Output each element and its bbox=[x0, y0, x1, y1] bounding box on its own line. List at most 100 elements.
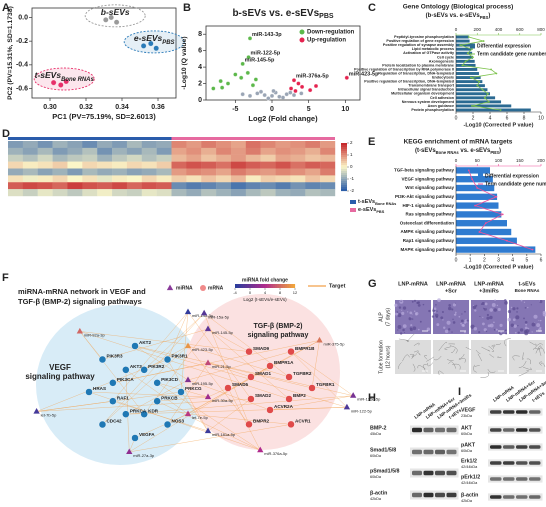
micrograph-texture bbox=[488, 345, 495, 352]
target-edge bbox=[129, 365, 271, 453]
micrograph-texture bbox=[494, 299, 496, 301]
heatmap-cell bbox=[141, 189, 157, 197]
colorbar-segment bbox=[251, 284, 254, 288]
heatmap-cell bbox=[275, 168, 291, 176]
micrograph-texture bbox=[398, 362, 402, 369]
blot-band bbox=[529, 477, 541, 481]
legend-label: Target bbox=[329, 283, 346, 289]
panel-letter: E bbox=[368, 136, 375, 148]
micrograph-texture bbox=[411, 313, 413, 315]
mirna-label: miR-423-5p bbox=[192, 347, 214, 352]
micrograph-texture bbox=[480, 303, 483, 305]
mrna-label: PRKCB bbox=[161, 395, 178, 400]
category-label: MAPK signaling pathway bbox=[400, 247, 454, 252]
row-label: Tube formation bbox=[378, 340, 384, 374]
mirna-node bbox=[350, 392, 357, 398]
micrograph-texture bbox=[500, 331, 503, 334]
mrna-label: HRAS bbox=[93, 386, 106, 391]
y-tick-label: 6 bbox=[198, 48, 202, 55]
heatmap-cell bbox=[201, 168, 217, 176]
x-tick-label: 10 bbox=[341, 106, 349, 113]
heatmap-cell bbox=[320, 161, 336, 169]
target-edge bbox=[79, 331, 103, 360]
colorbar-segment bbox=[267, 284, 270, 288]
mrna-node bbox=[163, 355, 172, 364]
colorbar-segment bbox=[341, 157, 347, 160]
row-label: 23kDa bbox=[461, 414, 473, 418]
line-marker bbox=[495, 195, 498, 198]
text-part: e-sEVs bbox=[358, 207, 376, 213]
legend-label: mRNA bbox=[208, 285, 224, 291]
micrograph-texture bbox=[452, 318, 454, 320]
x-tick-label: 5 bbox=[525, 257, 528, 263]
text-part: vs. e-sEVs bbox=[459, 148, 491, 154]
heatmap-cell bbox=[52, 161, 68, 169]
mrna-node bbox=[140, 410, 148, 418]
x-tick-label: 4 bbox=[511, 257, 514, 263]
heatmap-cell bbox=[82, 168, 98, 176]
blot-band bbox=[412, 427, 422, 433]
mirna-node bbox=[200, 309, 208, 316]
heatmap-cell bbox=[22, 175, 38, 183]
heatmap-cell bbox=[201, 175, 217, 183]
y-tick-label: 0 bbox=[198, 97, 202, 104]
bar bbox=[456, 228, 512, 236]
point bbox=[307, 87, 313, 93]
colorbar-segment bbox=[289, 284, 292, 288]
category-label: Axonogenesis bbox=[429, 59, 454, 63]
bar bbox=[456, 55, 473, 59]
micrograph-texture bbox=[397, 325, 402, 329]
blot-band bbox=[423, 449, 434, 455]
legend-swatch bbox=[200, 285, 206, 291]
micrograph-texture bbox=[530, 304, 532, 306]
blot-band bbox=[503, 428, 515, 432]
heatmap-cell bbox=[97, 175, 113, 183]
micrograph-texture bbox=[415, 314, 417, 316]
panel-letter: A bbox=[2, 2, 10, 14]
mrna-node bbox=[122, 366, 130, 374]
colorbar-segment bbox=[341, 167, 347, 170]
point-label: miR-122-5p bbox=[251, 51, 281, 57]
colorbar-label: -4 bbox=[233, 290, 237, 295]
heatmap-cell bbox=[171, 154, 187, 162]
colorbar-segment bbox=[341, 171, 347, 174]
colorbar-segment bbox=[341, 175, 347, 178]
point bbox=[103, 17, 109, 23]
mirna-label: miR-30a-5p bbox=[212, 398, 234, 403]
category-label: Protein phosphorylation bbox=[411, 108, 454, 112]
subscript: PBS bbox=[490, 150, 499, 155]
micrograph-texture bbox=[412, 326, 417, 331]
heatmap-cell bbox=[201, 147, 217, 155]
chart-title: Gene Ontology (Biological process) bbox=[403, 4, 514, 11]
micrograph-texture bbox=[481, 346, 491, 352]
row-label: pErk1/2 bbox=[461, 474, 480, 480]
target-edge bbox=[290, 351, 354, 396]
mirna-label: miR-92a-3p bbox=[84, 332, 106, 337]
blot-band bbox=[529, 445, 541, 449]
micrograph-texture bbox=[536, 323, 541, 328]
x-axis-label: PC1 (PV=75.19%, SD=2.6013) bbox=[52, 112, 156, 121]
category-label: Transmembrane transport bbox=[408, 84, 454, 88]
micrograph-texture bbox=[518, 360, 527, 368]
micrograph-texture bbox=[518, 370, 529, 377]
heatmap-cell bbox=[201, 182, 217, 190]
blot-band bbox=[490, 445, 502, 449]
bar bbox=[456, 108, 531, 112]
legend-label: Up-regulation bbox=[307, 38, 346, 44]
micrograph-texture bbox=[537, 328, 542, 333]
blot-band bbox=[529, 495, 541, 499]
colorbar-label: 2 bbox=[350, 140, 353, 145]
micrograph-texture bbox=[426, 327, 431, 331]
category-label: Axon guidance bbox=[428, 104, 454, 108]
category-label: Cell cycle bbox=[437, 55, 454, 59]
y-tick-label: 0.0 bbox=[18, 14, 28, 21]
micrograph-texture bbox=[481, 301, 485, 306]
heatmap-cell bbox=[156, 154, 172, 162]
micrograph-texture bbox=[451, 308, 454, 311]
text-part: ) bbox=[499, 148, 501, 154]
micrograph-texture bbox=[523, 301, 526, 303]
micrograph-texture bbox=[452, 303, 457, 307]
micrograph-texture bbox=[409, 311, 413, 315]
category-label: Intracellular signal transduction bbox=[398, 88, 455, 92]
target-edge bbox=[207, 362, 252, 378]
